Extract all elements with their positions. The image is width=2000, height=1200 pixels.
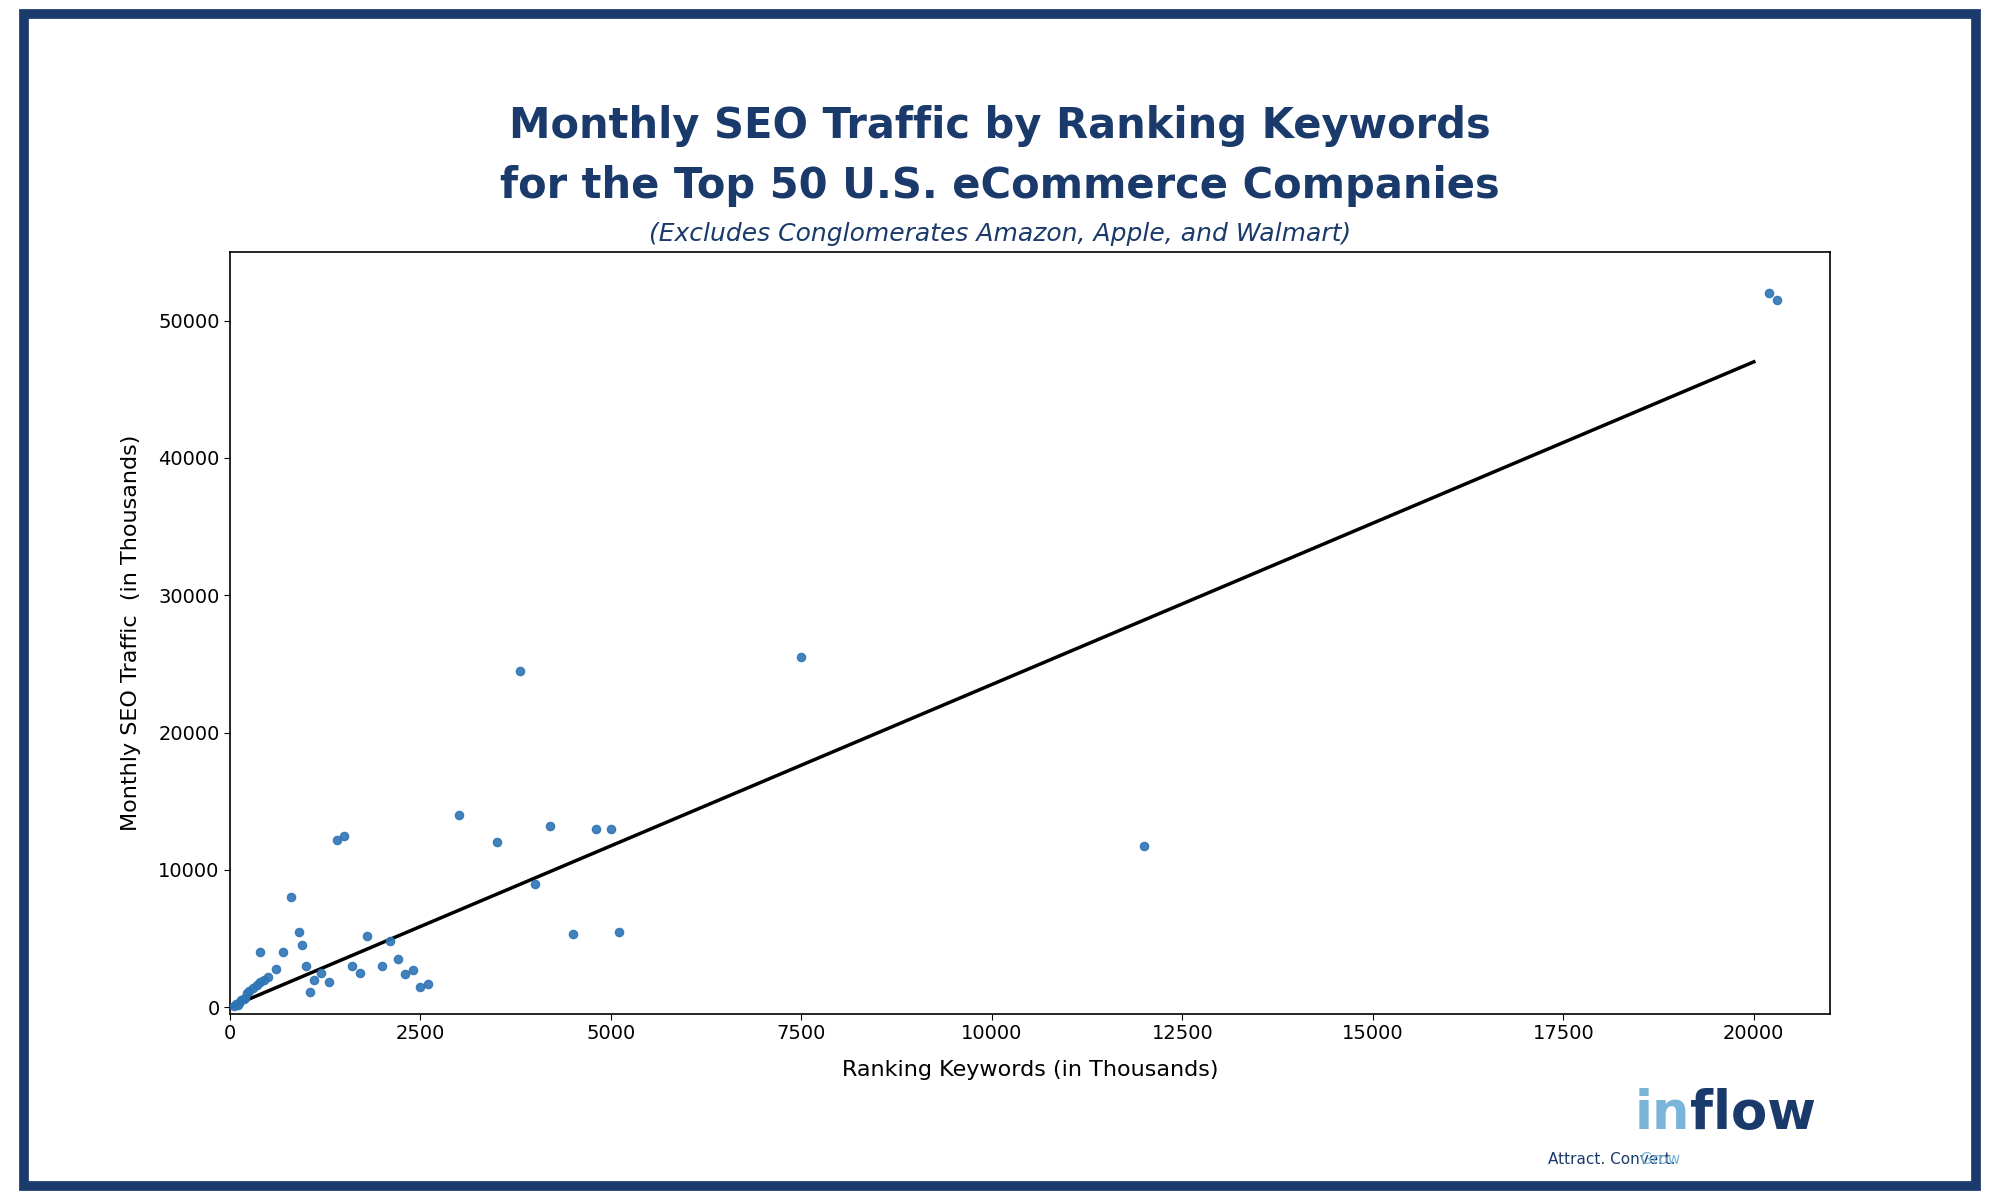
Point	[442, 805, 474, 824]
Point	[382, 949, 414, 968]
Point	[556, 925, 588, 944]
Point	[396, 960, 428, 979]
Point	[480, 833, 512, 852]
Point	[252, 967, 284, 986]
Point	[234, 982, 266, 1001]
Point	[314, 973, 346, 992]
Point	[228, 989, 260, 1008]
Text: Attract. Convert.: Attract. Convert.	[1548, 1152, 1680, 1166]
Point	[248, 970, 280, 989]
Point	[298, 970, 330, 989]
Point	[222, 996, 254, 1015]
Point	[306, 964, 338, 983]
X-axis label: Ranking Keywords (in Thousands): Ranking Keywords (in Thousands)	[842, 1060, 1218, 1080]
Point	[1760, 290, 1792, 310]
Point	[244, 943, 276, 962]
Point	[366, 956, 398, 976]
Point	[230, 984, 262, 1003]
Point	[268, 943, 300, 962]
Point	[518, 874, 550, 893]
Point	[226, 991, 258, 1010]
Point	[504, 661, 536, 680]
Point	[320, 830, 352, 850]
Point	[286, 936, 318, 955]
Point	[224, 994, 256, 1013]
Point	[390, 965, 422, 984]
Text: in: in	[1634, 1087, 1690, 1140]
Point	[260, 959, 292, 978]
Point	[344, 964, 376, 983]
Y-axis label: Monthly SEO Traffic  (in Thousands): Monthly SEO Traffic (in Thousands)	[122, 434, 142, 832]
Text: Monthly SEO Traffic by Ranking Keywords: Monthly SEO Traffic by Ranking Keywords	[510, 104, 1490, 146]
Text: Grow: Grow	[1542, 1152, 1680, 1166]
Point	[328, 826, 360, 845]
Point	[352, 926, 384, 946]
Text: for the Top 50 U.S. eCommerce Companies: for the Top 50 U.S. eCommerce Companies	[500, 164, 1500, 206]
Point	[602, 922, 634, 941]
Point	[1128, 836, 1160, 856]
Point	[274, 888, 306, 907]
Point	[336, 956, 368, 976]
Point	[534, 816, 566, 835]
Text: (Excludes Conglomerates Amazon, Apple, and Walmart): (Excludes Conglomerates Amazon, Apple, a…	[648, 222, 1352, 246]
Point	[594, 820, 626, 839]
Point	[294, 983, 326, 1002]
Point	[374, 931, 406, 950]
Point	[240, 976, 272, 995]
Point	[244, 973, 276, 992]
Text: flow: flow	[1690, 1087, 1816, 1140]
Point	[282, 922, 314, 941]
Point	[404, 977, 436, 996]
Point	[290, 956, 322, 976]
Point	[580, 820, 612, 839]
Point	[220, 995, 252, 1014]
Point	[1754, 283, 1786, 302]
Point	[786, 648, 818, 667]
Point	[236, 978, 268, 997]
Point	[230, 988, 262, 1007]
Point	[218, 996, 250, 1015]
Point	[412, 974, 444, 994]
